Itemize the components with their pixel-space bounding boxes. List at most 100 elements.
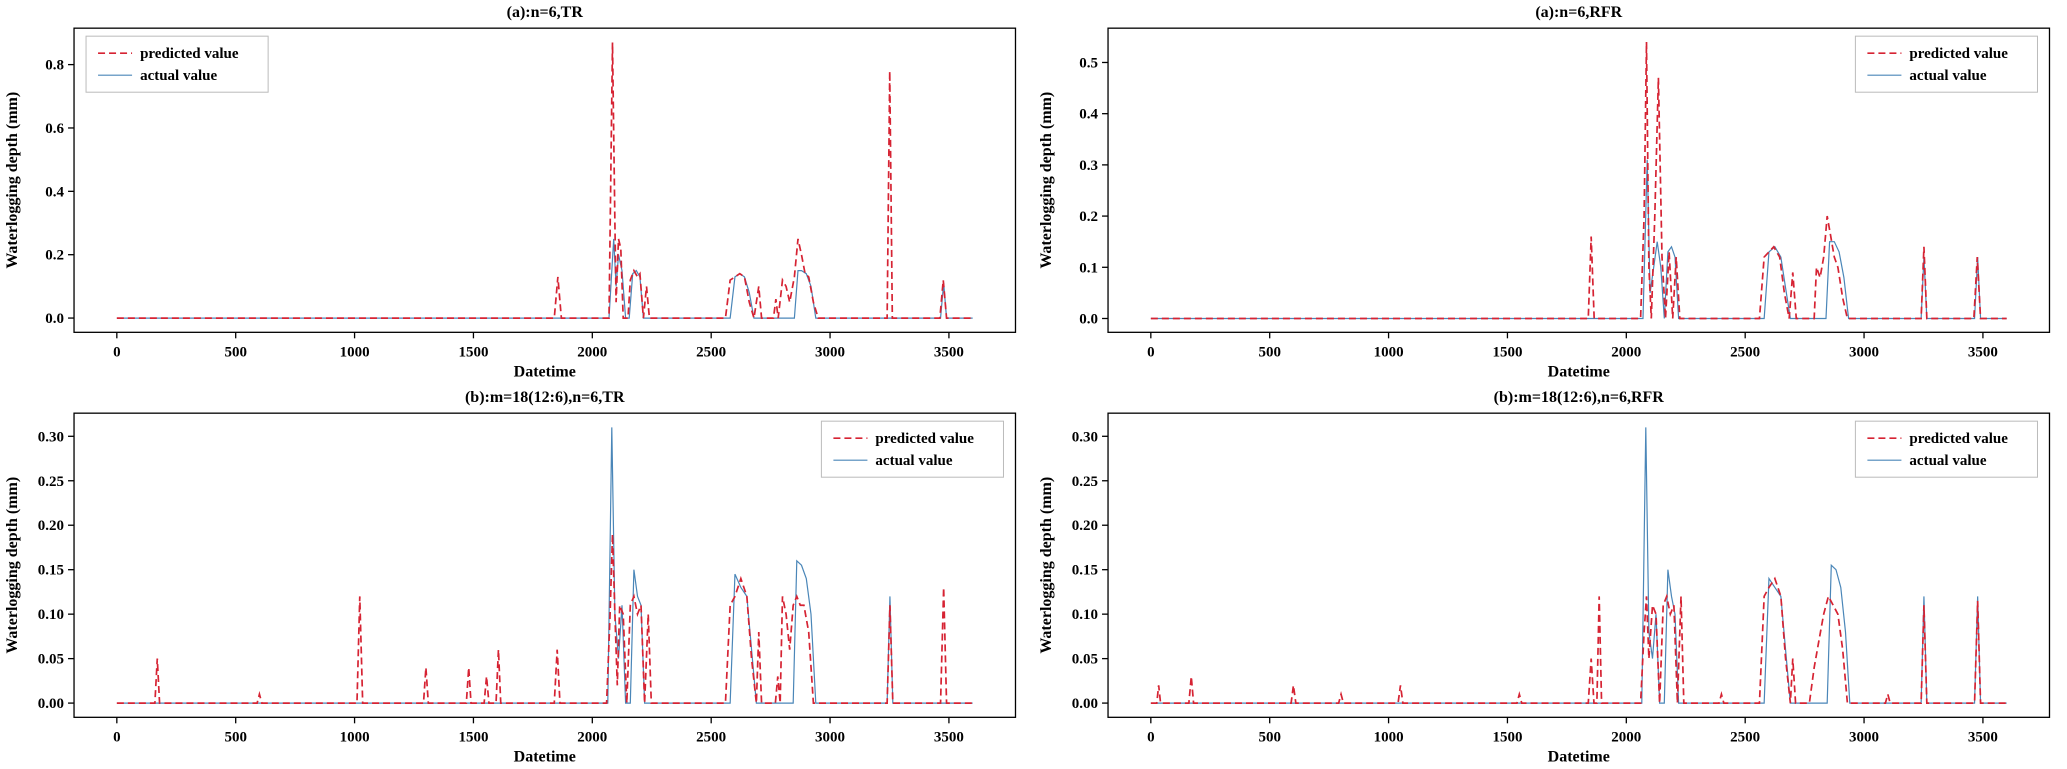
predicted-series-line xyxy=(116,42,973,319)
x-axis-label: Datetime xyxy=(1547,748,1609,765)
chart-panel-a-tr: 0 500 1000 1500 2000 2500 3000 3500 0.0 0.2 0.4 0.6… xyxy=(0,0,1034,385)
x-tick-label: 3500 xyxy=(934,344,964,360)
legend: predicted value actual value xyxy=(85,35,269,93)
y-tick-label: 0.8 xyxy=(45,58,64,74)
x-tick-label: 1000 xyxy=(1373,729,1403,745)
y-tick-label: 0.10 xyxy=(1071,607,1097,623)
y-tick-label: 0.20 xyxy=(38,518,64,534)
chart-svg-1: 0 500 1000 1500 2000 2500 3000 3500 0.0 0.1 0.2 0.3… xyxy=(1038,4,2050,380)
x-axis-label: Datetime xyxy=(1547,363,1609,380)
y-axis-label: Waterlogging depth (mm) xyxy=(4,476,21,653)
x-tick-label: 500 xyxy=(224,344,247,360)
chart-svg-0: 0 500 1000 1500 2000 2500 3000 3500 0.0 0.2 0.4 0.6… xyxy=(4,4,1017,380)
y-tick-label: 0.0 xyxy=(1079,311,1098,327)
legend-predicted-label: predicted value xyxy=(875,431,974,447)
x-tick-label: 1500 xyxy=(1492,344,1522,360)
y-tick-label: 0.4 xyxy=(1079,107,1098,123)
actual-series-line xyxy=(1150,426,2007,704)
x-tick-label: 1000 xyxy=(340,729,370,745)
y-tick-label: 0.20 xyxy=(1071,518,1097,534)
x-tick-label: 2500 xyxy=(696,344,726,360)
y-tick-label: 0.6 xyxy=(45,121,64,137)
x-tick-label: 3000 xyxy=(1849,729,1879,745)
chart-panel-b-tr: 0 500 1000 1500 2000 2500 3000 3500 0.00 0.05 0.10… xyxy=(0,385,1034,769)
chart-title: (a):n=6,RFR xyxy=(1535,4,1622,21)
x-tick-label: 0 xyxy=(1147,344,1155,360)
x-tick-label: 2000 xyxy=(1611,729,1641,745)
y-axis-label: Waterlogging depth (mm) xyxy=(1038,92,1055,269)
y-tick-label: 0.05 xyxy=(38,651,64,667)
y-tick-label: 0.15 xyxy=(38,562,64,578)
predicted-series-line xyxy=(116,533,973,704)
x-tick-label: 2500 xyxy=(696,729,726,745)
x-tick-label: 1000 xyxy=(1373,344,1403,360)
legend-actual-label: actual value xyxy=(140,68,217,84)
x-tick-label: 3000 xyxy=(1849,344,1879,360)
legend-predicted-label: predicted value xyxy=(140,46,239,62)
x-tick-label: 3000 xyxy=(815,729,845,745)
chart-title: (b):m=18(12:6),n=6,RFR xyxy=(1493,389,1664,406)
y-tick-label: 0.15 xyxy=(1071,562,1097,578)
legend: predicted value actual value xyxy=(1854,35,2038,93)
chart-svg-2: 0 500 1000 1500 2000 2500 3000 3500 0.00 0.05 0.10… xyxy=(4,389,1017,765)
x-axis-label: Datetime xyxy=(514,363,576,380)
y-tick-label: 0.10 xyxy=(38,607,64,623)
x-tick-label: 500 xyxy=(1258,344,1281,360)
x-tick-label: 500 xyxy=(1258,729,1281,745)
x-tick-label: 2500 xyxy=(1730,344,1760,360)
legend-frame xyxy=(85,35,269,93)
y-tick-label: 0.00 xyxy=(1071,696,1097,712)
x-tick-label: 1500 xyxy=(458,729,488,745)
chart-title: (a):n=6,TR xyxy=(507,4,584,21)
x-tick-label: 1500 xyxy=(458,344,488,360)
chart-panel-a-rfr: 0 500 1000 1500 2000 2500 3000 3500 0.0 0.1 0.2 0.3… xyxy=(1034,0,2067,385)
x-tick-label: 3500 xyxy=(1967,344,1997,360)
y-tick-label: 0.30 xyxy=(1071,429,1097,445)
x-tick-label: 0 xyxy=(1147,729,1155,745)
x-tick-label: 0 xyxy=(113,344,120,360)
y-tick-label: 0.25 xyxy=(1071,473,1097,489)
x-tick-label: 0 xyxy=(113,729,120,745)
chart-panel-b-rfr: 0 500 1000 1500 2000 2500 3000 3500 0.00 0.05 0.10… xyxy=(1034,385,2067,769)
x-tick-label: 2000 xyxy=(577,344,607,360)
x-tick-label: 2000 xyxy=(577,729,607,745)
y-axis-label: Waterlogging depth (mm) xyxy=(4,92,21,269)
predicted-series-line xyxy=(1150,576,2007,704)
x-tick-label: 500 xyxy=(224,729,247,745)
x-tick-label: 1000 xyxy=(340,344,370,360)
x-tick-label: 2000 xyxy=(1611,344,1641,360)
x-tick-label: 1500 xyxy=(1492,729,1522,745)
x-axis-label: Datetime xyxy=(514,748,576,765)
y-tick-label: 0.05 xyxy=(1071,651,1097,667)
legend-actual-label: actual value xyxy=(875,453,952,469)
legend-frame xyxy=(820,420,1004,478)
legend-frame xyxy=(1854,35,2038,93)
y-tick-label: 0.2 xyxy=(45,248,64,264)
predicted-series-line xyxy=(1150,41,2007,320)
y-axis-label: Waterlogging depth (mm) xyxy=(1038,476,1055,653)
legend-predicted-label: predicted value xyxy=(1909,46,2008,62)
y-tick-label: 0.3 xyxy=(1079,158,1098,174)
x-tick-label: 3500 xyxy=(934,729,964,745)
y-tick-label: 0.00 xyxy=(38,696,64,712)
chart-title: (b):m=18(12:6),n=6,TR xyxy=(465,389,625,406)
legend-actual-label: actual value xyxy=(1909,453,1986,469)
x-tick-label: 3500 xyxy=(1967,729,1997,745)
y-tick-label: 0.4 xyxy=(45,184,64,200)
x-tick-label: 3000 xyxy=(815,344,845,360)
y-tick-label: 0.25 xyxy=(38,473,64,489)
y-tick-label: 0.5 xyxy=(1079,55,1098,71)
x-tick-label: 2500 xyxy=(1730,729,1760,745)
chart-svg-3: 0 500 1000 1500 2000 2500 3000 3500 0.00 0.05 0.10… xyxy=(1038,389,2050,765)
y-tick-label: 0.1 xyxy=(1079,260,1098,276)
y-tick-label: 0.30 xyxy=(38,429,64,445)
legend-predicted-label: predicted value xyxy=(1909,431,2008,447)
legend: predicted value actual value xyxy=(820,420,1004,478)
legend-frame xyxy=(1854,420,2038,478)
y-tick-label: 0.2 xyxy=(1079,209,1098,225)
legend-actual-label: actual value xyxy=(1909,68,1986,84)
legend: predicted value actual value xyxy=(1854,420,2038,478)
actual-series-line xyxy=(116,426,973,704)
y-tick-label: 0.0 xyxy=(45,311,64,327)
